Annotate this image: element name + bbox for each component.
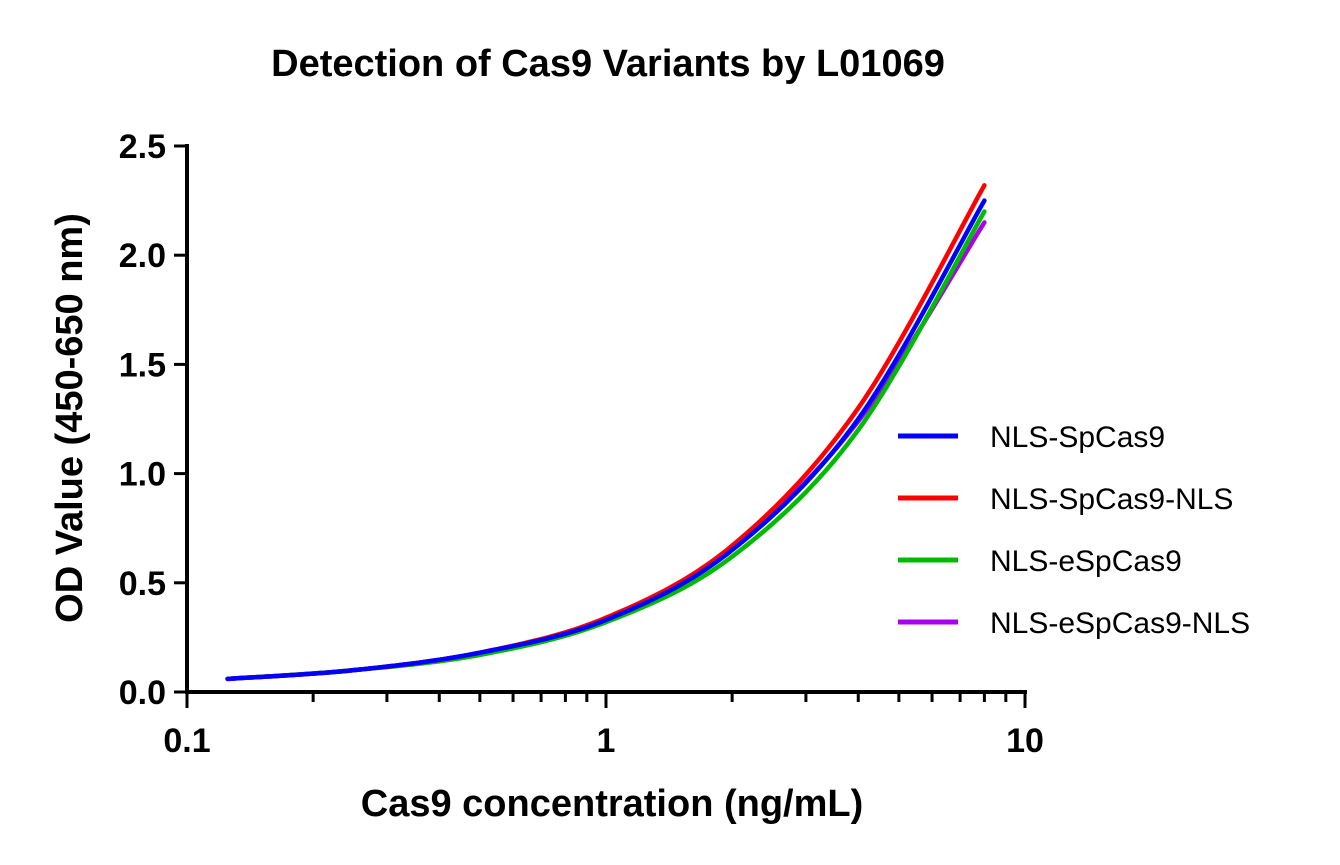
plot-area: 0.0 0.5 1.0 1.5 2.0 2.5 0.1 1 10 — [119, 128, 1044, 760]
legend-label: NLS-eSpCas9 — [990, 545, 1182, 578]
y-tick-label: 2.5 — [119, 128, 166, 166]
x-tick-label: 10 — [1006, 722, 1044, 760]
series-line-nls-spcas9 — [225, 198, 987, 682]
series-group — [225, 183, 987, 682]
chart-title: Detection of Cas9 Variants by L01069 — [271, 43, 945, 85]
x-ticks: 0.1 1 10 — [163, 692, 1044, 760]
series-line-nls-spcas9-nls — [225, 183, 987, 682]
legend-label: NLS-SpCas9-NLS — [990, 483, 1233, 516]
y-tick-label: 1.0 — [119, 456, 166, 494]
x-tick-label: 0.1 — [163, 722, 210, 760]
legend: NLS-SpCas9 NLS-SpCas9-NLS NLS-eSpCas9 NLS-e… — [898, 421, 1250, 640]
y-tick-label: 1.5 — [119, 346, 166, 384]
legend-label: NLS-SpCas9 — [990, 421, 1165, 454]
series-line-nls-espcas9 — [225, 209, 987, 682]
y-tick-label: 2.0 — [119, 237, 166, 275]
legend-label: NLS-eSpCas9-NLS — [990, 607, 1250, 640]
x-axis-title: Cas9 concentration (ng/mL) — [361, 783, 864, 825]
y-tick-label: 0.0 — [119, 674, 166, 712]
y-tick-label: 0.5 — [119, 565, 166, 603]
x-tick-label: 1 — [597, 722, 616, 760]
y-ticks: 0.0 0.5 1.0 1.5 2.0 2.5 — [119, 128, 187, 712]
series-line-nls-espcas9-nls — [225, 220, 987, 682]
y-axis-title: OD Value (450-650 nm) — [49, 213, 91, 623]
